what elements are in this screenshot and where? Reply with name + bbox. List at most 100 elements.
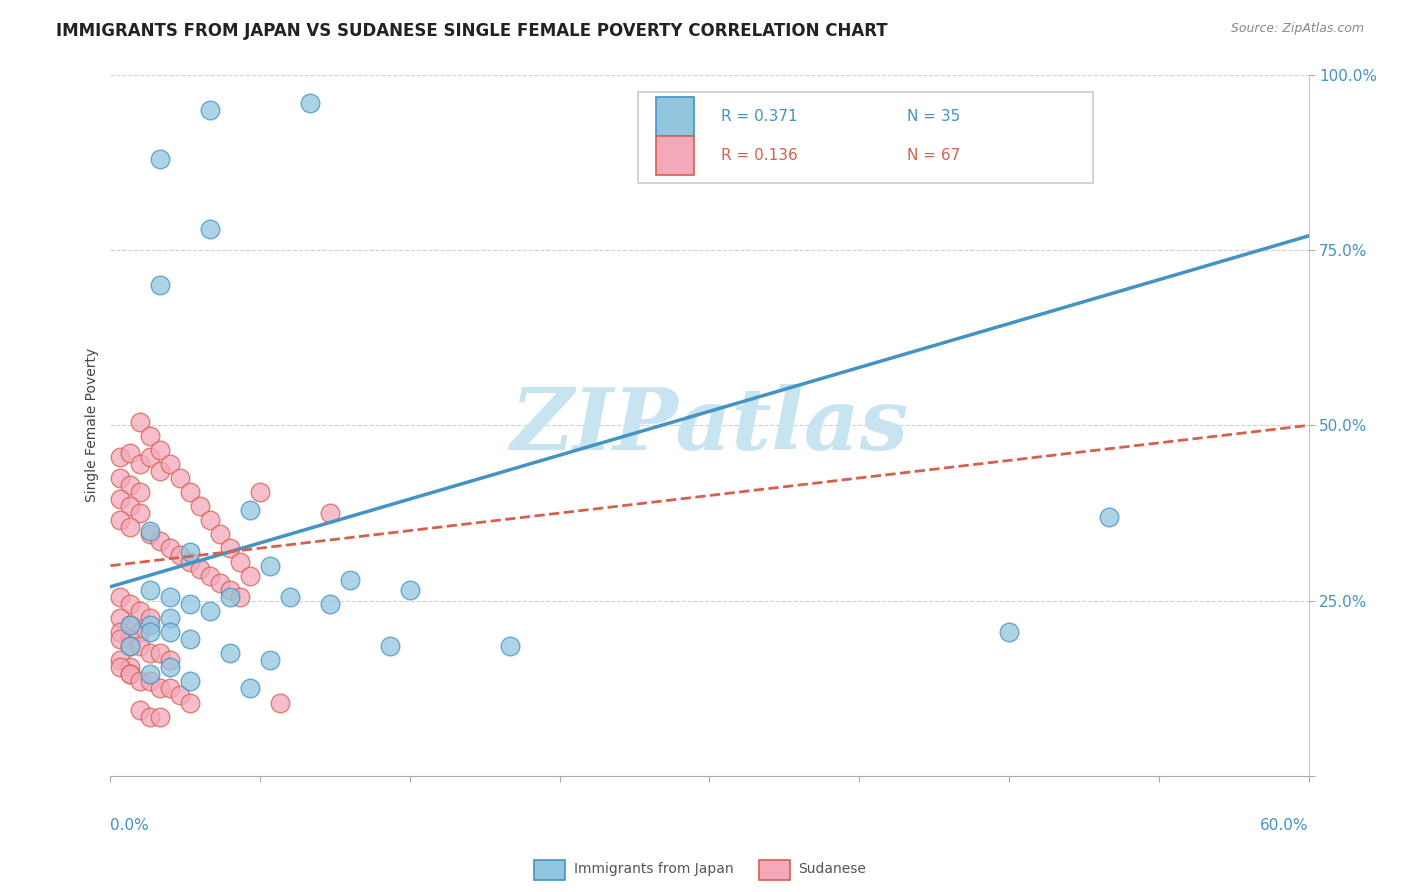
Text: R = 0.136: R = 0.136 [721, 148, 799, 162]
Point [259, 558, 281, 573]
Point [139, 709, 162, 723]
Point [200, 604, 222, 618]
Point [188, 562, 211, 576]
Point [120, 520, 142, 534]
Point [378, 640, 401, 654]
Point [129, 506, 152, 520]
Point [239, 569, 262, 583]
Point [120, 499, 142, 513]
Point [200, 103, 222, 117]
Point [179, 597, 201, 611]
Point [129, 485, 152, 500]
Point [149, 534, 172, 549]
Point [209, 527, 232, 541]
Point [159, 660, 181, 674]
Point [120, 478, 142, 492]
Point [149, 152, 172, 166]
Point [149, 278, 172, 293]
Text: Source: ZipAtlas.com: Source: ZipAtlas.com [1230, 22, 1364, 36]
Point [249, 485, 271, 500]
Point [229, 555, 252, 569]
Text: Sudanese: Sudanese [799, 862, 866, 876]
Point [499, 640, 522, 654]
Point [120, 446, 142, 460]
Point [179, 632, 201, 647]
Point [110, 471, 132, 485]
Point [139, 674, 162, 689]
Point [139, 450, 162, 464]
Point [110, 513, 132, 527]
Point [179, 674, 201, 689]
Point [139, 618, 162, 632]
Point [339, 573, 361, 587]
Point [129, 604, 152, 618]
Point [169, 689, 191, 703]
Point [319, 506, 342, 520]
Bar [655, 97, 695, 136]
Point [399, 583, 422, 598]
Point [239, 502, 262, 516]
Point [110, 491, 132, 506]
Point [169, 548, 191, 562]
Point [139, 583, 162, 598]
Point [120, 618, 142, 632]
Point [200, 569, 222, 583]
Point [110, 660, 132, 674]
Point [120, 597, 142, 611]
Point [159, 541, 181, 556]
Point [129, 702, 152, 716]
Point [209, 576, 232, 591]
Point [319, 597, 342, 611]
Point [110, 611, 132, 625]
Point [139, 667, 162, 681]
Point [259, 653, 281, 667]
Point [159, 681, 181, 696]
Point [129, 457, 152, 471]
Text: 0.0%: 0.0% [111, 818, 149, 833]
Point [110, 653, 132, 667]
Point [129, 625, 152, 640]
Point [159, 591, 181, 605]
Point [120, 667, 142, 681]
Point [149, 681, 172, 696]
Point [188, 499, 211, 513]
Point [129, 674, 152, 689]
Point [269, 696, 291, 710]
Y-axis label: Single Female Poverty: Single Female Poverty [86, 348, 100, 502]
Point [998, 625, 1021, 640]
Text: N = 67: N = 67 [907, 148, 960, 162]
Point [200, 222, 222, 236]
Point [239, 681, 262, 696]
Point [1098, 509, 1121, 524]
Bar [655, 136, 695, 175]
Text: Immigrants from Japan: Immigrants from Japan [574, 862, 734, 876]
Point [110, 632, 132, 647]
Point [179, 555, 201, 569]
Point [139, 429, 162, 443]
Point [169, 471, 191, 485]
Point [159, 653, 181, 667]
Text: ZIPatlas: ZIPatlas [510, 384, 908, 467]
Point [120, 640, 142, 654]
Text: IMMIGRANTS FROM JAPAN VS SUDANESE SINGLE FEMALE POVERTY CORRELATION CHART: IMMIGRANTS FROM JAPAN VS SUDANESE SINGLE… [56, 22, 887, 40]
Point [159, 457, 181, 471]
Point [129, 640, 152, 654]
Point [110, 591, 132, 605]
Point [120, 640, 142, 654]
Point [120, 667, 142, 681]
Point [149, 647, 172, 661]
Point [139, 625, 162, 640]
Point [139, 527, 162, 541]
Point [219, 583, 242, 598]
Point [110, 450, 132, 464]
FancyBboxPatch shape [637, 92, 1092, 183]
Point [179, 544, 201, 558]
Text: 60.0%: 60.0% [1260, 818, 1309, 833]
Point [110, 625, 132, 640]
Point [120, 618, 142, 632]
Point [299, 95, 322, 110]
Point [149, 442, 172, 457]
Point [159, 625, 181, 640]
Point [179, 696, 201, 710]
Point [219, 591, 242, 605]
